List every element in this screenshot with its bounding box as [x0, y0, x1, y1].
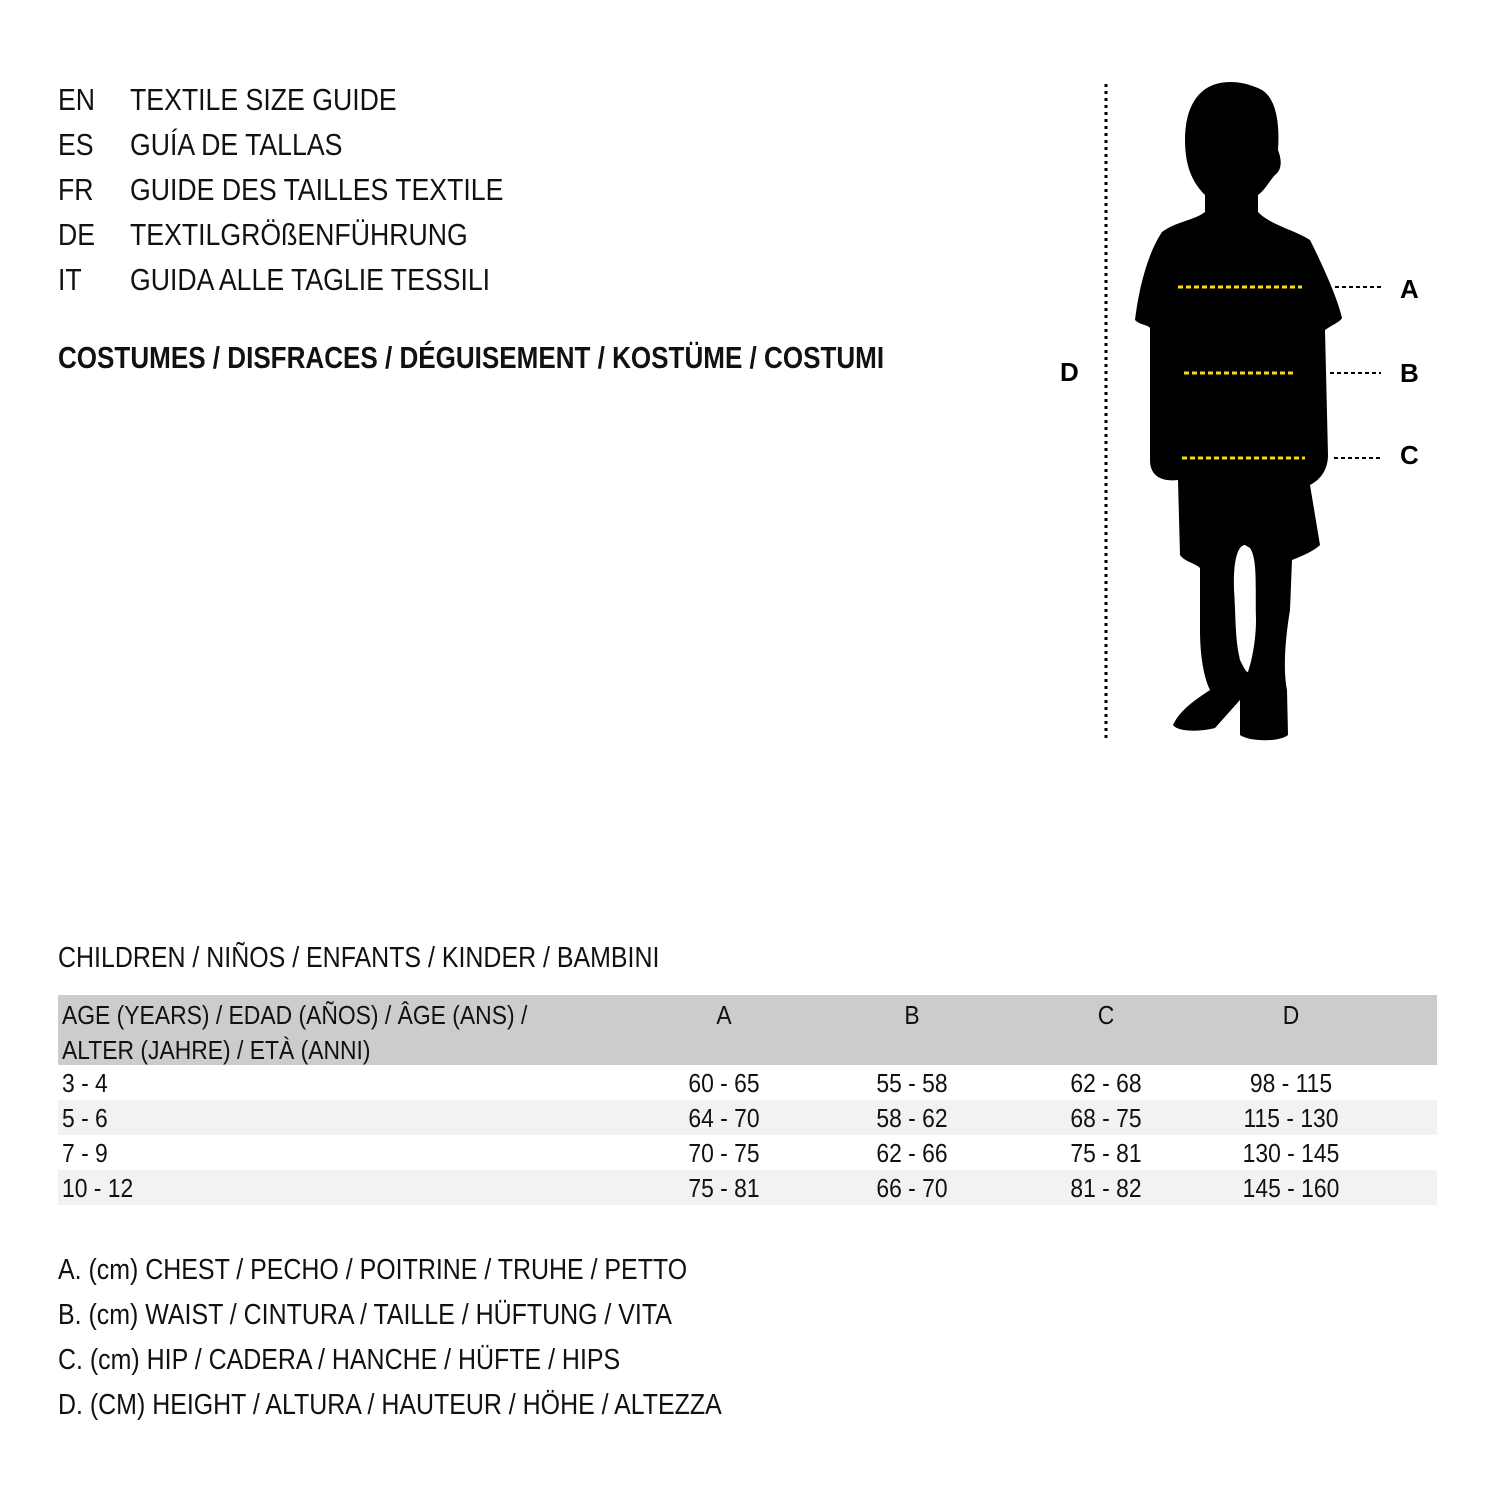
category-heading: COSTUMES / DISFRACES / DÉGUISEMENT / KOS… [58, 340, 885, 375]
cell-a: 60 - 65 [688, 1068, 760, 1098]
cell-b: 58 - 62 [876, 1103, 948, 1133]
legend-item-c: C. (cm) HIP / CADERA / HANCHE / HÜFTE / … [58, 1344, 621, 1376]
cell-c: 75 - 81 [1070, 1138, 1142, 1168]
size-table: AGE (YEARS) / EDAD (AÑOS) / ÂGE (ANS) / … [58, 995, 1437, 1205]
lang-title: GUÍA DE TALLAS [130, 127, 343, 162]
header-age-line2: ALTER (JAHRE) / ETÀ (ANNI) [62, 1035, 371, 1065]
label-c: C [1400, 440, 1419, 470]
cell-age: 3 - 4 [62, 1068, 108, 1098]
header-a: A [716, 1000, 732, 1030]
table-caption: CHILDREN / NIÑOS / ENFANTS / KINDER / BA… [58, 942, 660, 974]
table-row: 7 - 9 70 - 75 62 - 66 75 - 81 130 - 145 [58, 1135, 1437, 1170]
cell-a: 64 - 70 [688, 1103, 760, 1133]
header-d: D [1282, 1000, 1300, 1030]
cell-b: 66 - 70 [876, 1173, 948, 1203]
cell-age: 7 - 9 [62, 1138, 108, 1168]
cell-a: 75 - 81 [688, 1173, 760, 1203]
lang-title: TEXTILE SIZE GUIDE [130, 82, 397, 117]
cell-a: 70 - 75 [688, 1138, 760, 1168]
measurement-legend: A. (cm) CHEST / PECHO / POITRINE / TRUHE… [58, 1254, 830, 1434]
table-row: 5 - 6 64 - 70 58 - 62 68 - 75 115 - 130 [58, 1100, 1437, 1135]
header-c: C [1097, 1000, 1115, 1030]
header-age-line1: AGE (YEARS) / EDAD (AÑOS) / ÂGE (ANS) / [62, 1000, 528, 1030]
lang-title: GUIDA ALLE TAGLIE TESSILI [130, 262, 491, 297]
lang-title: GUIDE DES TAILLES TEXTILE [130, 172, 504, 207]
lang-code: EN [58, 82, 96, 117]
cell-c: 62 - 68 [1070, 1068, 1142, 1098]
cell-c: 81 - 82 [1070, 1173, 1142, 1203]
cell-age: 5 - 6 [62, 1103, 108, 1133]
cell-age: 10 - 12 [62, 1173, 134, 1203]
table-row: 3 - 4 60 - 65 55 - 58 62 - 68 98 - 115 [58, 1065, 1437, 1100]
cell-b: 55 - 58 [876, 1068, 948, 1098]
cell-c: 68 - 75 [1070, 1103, 1142, 1133]
legend-item-a: A. (cm) CHEST / PECHO / POITRINE / TRUHE… [58, 1254, 688, 1286]
cell-d: 98 - 115 [1249, 1068, 1333, 1098]
table-header: AGE (YEARS) / EDAD (AÑOS) / ÂGE (ANS) / … [58, 995, 1437, 1065]
cell-d: 130 - 145 [1242, 1138, 1340, 1168]
cell-d: 115 - 130 [1243, 1103, 1339, 1133]
child-silhouette-figure: A B C D [1060, 82, 1419, 742]
cell-b: 62 - 66 [876, 1138, 948, 1168]
lang-code: IT [58, 262, 82, 297]
lang-title: TEXTILGRÖßENFÜHRUNG [130, 217, 468, 252]
label-d: D [1060, 357, 1079, 387]
label-a: A [1400, 274, 1419, 304]
header-b: B [904, 1000, 920, 1030]
legend-item-b: B. (cm) WAIST / CINTURA / TAILLE / HÜFTU… [58, 1299, 672, 1331]
legend-item-d: D. (CM) HEIGHT / ALTURA / HAUTEUR / HÖHE… [58, 1389, 722, 1421]
lang-code: ES [58, 127, 94, 162]
child-silhouette-icon [1135, 82, 1342, 741]
table-row: 10 - 12 75 - 81 66 - 70 81 - 82 145 - 16… [58, 1170, 1437, 1205]
lang-code: DE [58, 217, 96, 252]
cell-d: 145 - 160 [1242, 1173, 1340, 1203]
lang-code: FR [58, 172, 94, 207]
label-b: B [1400, 358, 1419, 388]
